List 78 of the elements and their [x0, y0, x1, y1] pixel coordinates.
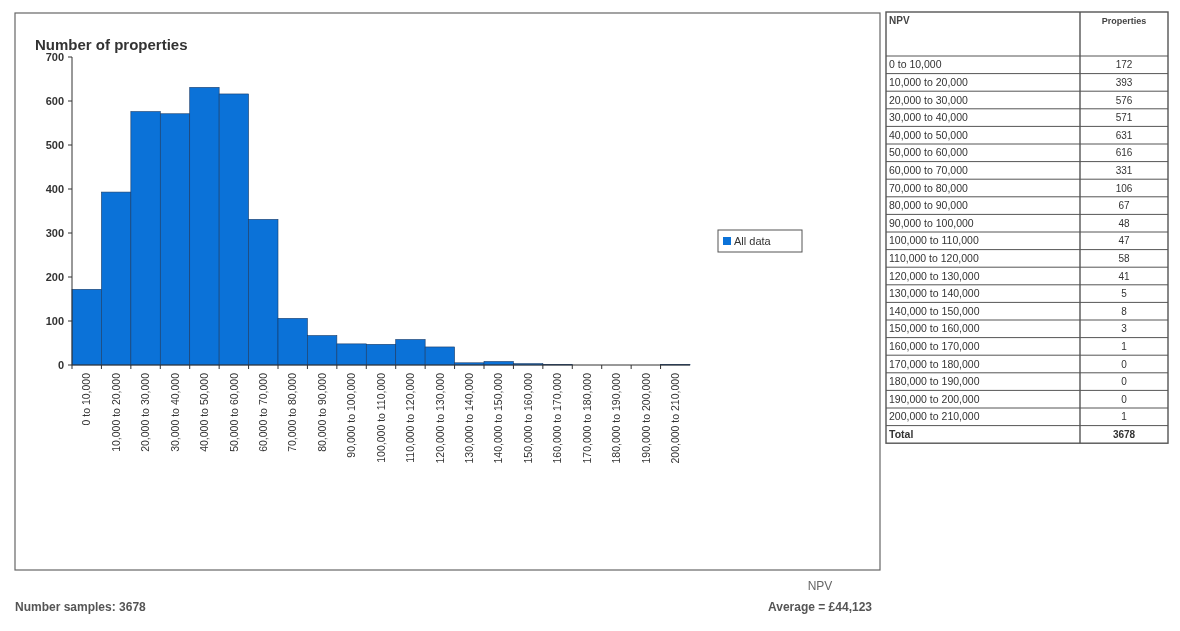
- text: 41: [1118, 270, 1130, 282]
- text: 10,000 to 20,000: [889, 76, 968, 89]
- text: 47: [1118, 235, 1130, 247]
- text: 20,000 to 30,000: [889, 93, 968, 106]
- y-tick-label: 600: [45, 94, 64, 107]
- text: 48: [1118, 217, 1130, 229]
- x-tick-label: 50,000 to 60,000: [227, 372, 240, 452]
- text: 571: [1115, 112, 1133, 124]
- x-tick-label: 190,000 to 200,000: [639, 372, 652, 464]
- text: 190,000 to 200,000: [889, 392, 980, 405]
- y-tick-label: 700: [45, 50, 64, 63]
- y-tick-label: 100: [45, 314, 64, 327]
- text: 3678: [1112, 428, 1136, 440]
- x-tick-label: 160,000 to 170,000: [551, 372, 564, 464]
- text: 616: [1115, 147, 1133, 159]
- x-tick-label: 60,000 to 70,000: [256, 372, 269, 452]
- text: 90,000 to 100,000: [889, 216, 974, 229]
- text: 100,000 to 110,000: [889, 234, 979, 247]
- text: 1: [1121, 340, 1128, 352]
- text: 172: [1115, 59, 1133, 71]
- text: 130,000 to 140,000: [889, 287, 980, 300]
- text: 30,000 to 40,000: [889, 111, 968, 124]
- y-tick-label: 400: [45, 182, 64, 195]
- x-tick-label: 80,000 to 90,000: [315, 372, 328, 452]
- x-tick-label: 170,000 to 180,000: [580, 372, 593, 464]
- text: 110,000 to 120,000: [889, 252, 979, 265]
- x-tick-label: 10,000 to 20,000: [109, 372, 122, 452]
- x-tick-label: 30,000 to 40,000: [168, 372, 181, 452]
- text: 150,000 to 160,000: [889, 322, 980, 335]
- text: 120,000 to 130,000: [889, 269, 980, 282]
- text: 0: [1121, 376, 1128, 388]
- x-tick-label: 90,000 to 100,000: [345, 372, 358, 458]
- text: NPV: [889, 15, 910, 26]
- text: 393: [1115, 76, 1133, 88]
- text: 5: [1121, 288, 1128, 300]
- text: 0: [1121, 358, 1128, 370]
- text: 67: [1118, 200, 1130, 212]
- text: 160,000 to 170,000: [889, 340, 980, 353]
- text: Average = £44,123: [768, 600, 873, 614]
- y-tick-label: 0: [57, 358, 64, 371]
- x-tick-label: 180,000 to 190,000: [610, 372, 623, 464]
- x-tick-label: 110,000 to 120,000: [404, 372, 417, 463]
- x-tick-label: 130,000 to 140,000: [462, 372, 475, 464]
- text: 1: [1121, 411, 1128, 423]
- text: Properties: [1101, 16, 1147, 26]
- text: Total: [889, 428, 914, 441]
- text: NPV: [807, 579, 833, 593]
- y-axis-title: Number of properties: [35, 36, 188, 53]
- y-tick-label: 300: [45, 226, 64, 239]
- text: 140,000 to 150,000: [889, 304, 980, 317]
- y-tick-label: 200: [45, 270, 64, 283]
- x-tick-label: 200,000 to 210,000: [668, 372, 681, 464]
- text: 331: [1115, 164, 1133, 176]
- text: 58: [1118, 252, 1130, 264]
- text: 0 to 10,000: [889, 58, 942, 71]
- text: 50,000 to 60,000: [889, 146, 968, 159]
- text: 40,000 to 50,000: [889, 128, 968, 141]
- text: 60,000 to 70,000: [889, 164, 968, 177]
- text: 80,000 to 90,000: [889, 199, 968, 212]
- text: 170,000 to 180,000: [889, 357, 980, 370]
- text: 576: [1115, 94, 1133, 106]
- y-tick-label: 500: [45, 138, 64, 151]
- text: 106: [1115, 182, 1133, 194]
- text: 0: [1121, 393, 1128, 405]
- x-tick-label: 100,000 to 110,000: [374, 372, 387, 463]
- text: 3: [1121, 323, 1128, 335]
- x-tick-label: 150,000 to 160,000: [521, 372, 534, 464]
- legend-label: All data: [734, 234, 772, 247]
- text: Number samples: 3678: [15, 600, 147, 614]
- x-tick-label: 120,000 to 130,000: [433, 372, 446, 464]
- x-tick-label: 70,000 to 80,000: [286, 372, 299, 452]
- text: 8: [1121, 305, 1128, 317]
- text: 631: [1115, 129, 1133, 141]
- x-tick-label: 20,000 to 30,000: [139, 372, 152, 452]
- x-tick-label: 40,000 to 50,000: [198, 372, 211, 452]
- x-tick-label: 0 to 10,000: [80, 372, 93, 426]
- text: 70,000 to 80,000: [889, 181, 968, 194]
- x-tick-label: 140,000 to 150,000: [492, 372, 505, 464]
